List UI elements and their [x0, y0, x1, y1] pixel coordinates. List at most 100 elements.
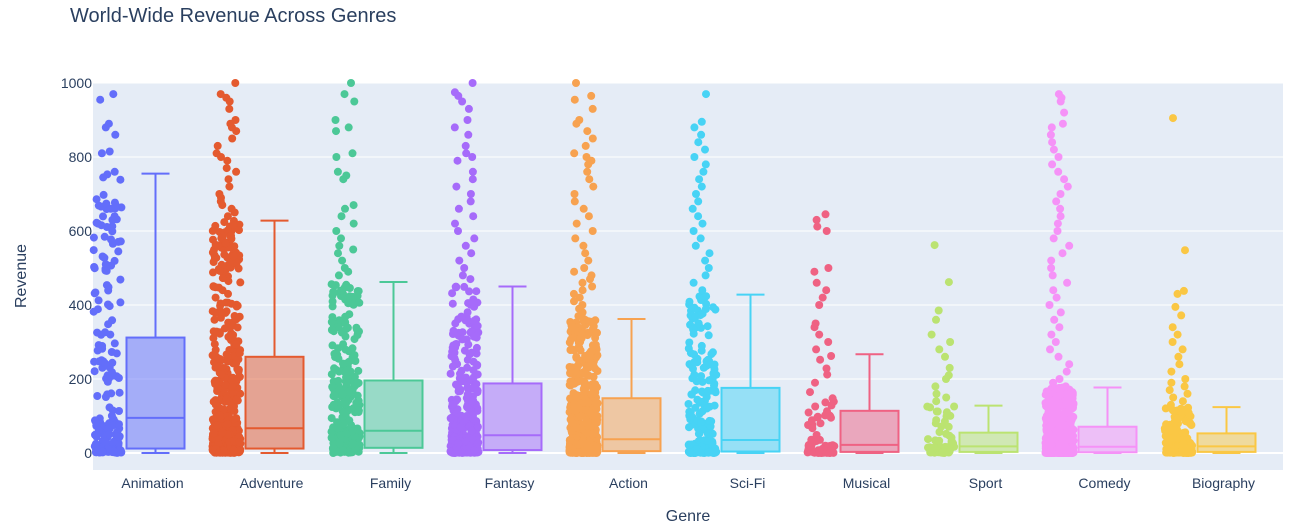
outlier-point: [1181, 375, 1190, 383]
data-point: [354, 287, 363, 296]
outlier-point: [1054, 352, 1063, 361]
data-point: [354, 406, 363, 415]
outlier-point: [932, 397, 941, 406]
data-point: [353, 325, 361, 334]
data-point: [1053, 425, 1062, 434]
y-tick-label: 800: [69, 149, 93, 165]
data-point: [704, 448, 713, 457]
outlier-point: [1054, 167, 1063, 176]
data-point: [593, 351, 602, 360]
data-point: [446, 369, 455, 378]
outlier-point: [705, 249, 714, 258]
outlier-point: [1062, 367, 1071, 376]
data-point: [575, 448, 583, 457]
y-tick-label: 600: [69, 223, 93, 239]
data-point: [463, 390, 472, 399]
box-action: [601, 318, 662, 454]
x-tick-label: Biography: [1192, 475, 1255, 491]
data-point: [102, 223, 111, 231]
data-point: [1169, 434, 1177, 443]
points-family: [327, 79, 364, 457]
outlier-point: [571, 234, 580, 243]
box-comedy: [1077, 386, 1138, 454]
data-point: [208, 307, 217, 316]
data-point: [708, 348, 717, 357]
data-point: [1177, 407, 1186, 416]
y-tick-label: 1000: [61, 75, 92, 91]
data-point: [236, 389, 245, 398]
points-fantasy: [446, 79, 483, 457]
data-point: [1055, 391, 1064, 400]
data-point: [108, 368, 116, 377]
data-point: [1181, 428, 1190, 437]
outlier-point: [586, 275, 594, 284]
data-point: [816, 419, 825, 428]
outlier-point: [347, 79, 355, 87]
outlier-point: [468, 153, 477, 161]
data-point: [689, 364, 697, 373]
data-point: [821, 411, 830, 420]
outlier-point: [225, 97, 234, 106]
data-point: [804, 408, 813, 417]
data-point: [568, 418, 576, 427]
data-point: [354, 366, 363, 375]
outlier-point: [463, 116, 472, 124]
data-point: [473, 388, 482, 397]
data-point: [946, 445, 955, 453]
outlier-point: [583, 127, 592, 136]
outlier-point: [818, 293, 827, 302]
outlier-point: [944, 278, 953, 287]
data-point: [104, 300, 112, 309]
data-point: [578, 438, 587, 446]
data-point: [94, 426, 103, 435]
data-point: [229, 252, 238, 261]
data-point: [211, 293, 220, 302]
data-point: [104, 286, 113, 295]
data-point: [448, 400, 457, 409]
data-point: [1066, 415, 1075, 424]
outlier-point: [1169, 393, 1178, 402]
data-point: [694, 429, 703, 438]
data-point: [335, 439, 344, 448]
outlier-point: [1048, 160, 1057, 169]
data-point: [464, 377, 473, 385]
outlier-point: [696, 234, 705, 243]
data-point: [341, 312, 350, 321]
outlier-point: [701, 160, 710, 169]
data-point: [811, 378, 819, 387]
outlier-point: [337, 212, 346, 221]
outlier-point: [222, 164, 231, 173]
outlier-point: [344, 123, 353, 132]
data-point: [472, 343, 481, 352]
data-point: [209, 258, 218, 266]
data-point: [827, 352, 836, 360]
outlier-point: [1048, 271, 1057, 280]
outlier-point: [1056, 204, 1065, 213]
data-point: [454, 439, 463, 448]
outlier-point: [570, 297, 578, 306]
data-point: [458, 335, 467, 344]
box-iqr: [482, 382, 543, 452]
x-tick-label: Sport: [969, 475, 1003, 491]
outlier-point: [1178, 345, 1187, 354]
points-biography: [1160, 114, 1197, 457]
outlier-point: [815, 330, 824, 339]
outlier-point: [1179, 286, 1188, 295]
data-point: [572, 353, 581, 362]
outlier-point: [584, 212, 593, 221]
data-point: [470, 446, 479, 455]
data-point: [816, 355, 825, 364]
outlier-point: [574, 312, 583, 321]
data-point: [228, 333, 237, 342]
data-point: [94, 296, 103, 305]
data-point: [225, 397, 234, 406]
y-tick-label: 200: [69, 371, 93, 387]
data-point: [576, 333, 585, 342]
data-point: [468, 398, 476, 407]
data-point: [697, 341, 706, 350]
data-point: [229, 415, 238, 424]
box-biography: [1196, 406, 1257, 454]
data-point: [229, 221, 238, 229]
data-point: [112, 432, 121, 441]
outlier-point: [575, 293, 584, 302]
